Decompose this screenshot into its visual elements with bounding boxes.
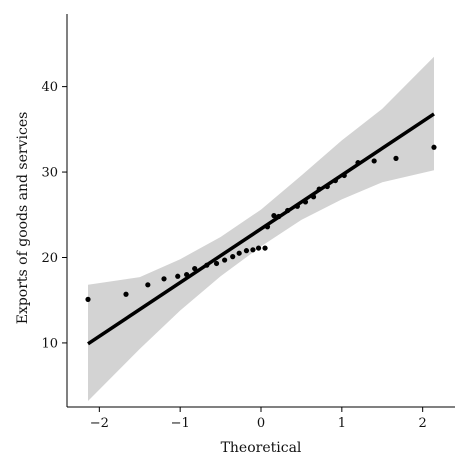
data-point-12 — [236, 250, 242, 256]
data-point-24 — [316, 186, 322, 192]
data-point-10 — [222, 257, 228, 263]
fit-line-layer — [87, 112, 435, 346]
data-point-11 — [230, 254, 236, 260]
data-point-14 — [250, 247, 256, 253]
data-points-layer — [85, 144, 437, 302]
y-axis-title: Exports of goods and services — [15, 112, 31, 325]
data-point-15 — [255, 245, 262, 251]
data-point-28 — [355, 160, 361, 166]
x-axis-title: Theoretical — [221, 440, 302, 456]
data-point-31 — [431, 144, 437, 150]
data-point-1 — [85, 296, 91, 302]
y-tick-label: 30 — [41, 166, 58, 181]
data-point-16 — [262, 245, 268, 251]
fit-line — [87, 112, 435, 346]
data-point-2 — [123, 291, 129, 297]
data-point-21 — [294, 203, 300, 209]
data-point-9 — [213, 260, 220, 267]
data-point-19 — [276, 213, 282, 220]
axes-layer: −2 −1 0 1 2 10 20 30 40 — [41, 14, 455, 431]
data-point-26 — [332, 177, 338, 184]
data-point-30 — [393, 155, 399, 161]
data-point-18 — [271, 213, 277, 219]
x-tick-label: 1 — [338, 416, 346, 431]
y-tick-label: 40 — [41, 80, 58, 95]
data-point-22 — [302, 199, 309, 205]
y-tick-label: 10 — [41, 336, 58, 351]
data-point-3 — [145, 282, 151, 288]
data-point-17 — [264, 224, 271, 230]
x-tick-label: 0 — [257, 416, 265, 431]
data-point-27 — [341, 172, 347, 179]
x-tick-label: −2 — [90, 416, 109, 431]
data-point-20 — [285, 207, 291, 214]
data-point-5 — [175, 273, 181, 279]
data-point-23 — [310, 194, 317, 200]
data-point-6 — [184, 271, 190, 278]
y-tick-label: 20 — [41, 251, 58, 266]
data-point-7 — [192, 265, 198, 272]
data-point-8 — [204, 262, 210, 268]
x-tick-label: −1 — [171, 416, 190, 431]
data-point-4 — [161, 276, 167, 282]
x-tick-label: 2 — [419, 416, 427, 431]
data-point-29 — [371, 158, 377, 164]
data-point-13 — [243, 248, 250, 254]
data-point-25 — [324, 183, 330, 190]
